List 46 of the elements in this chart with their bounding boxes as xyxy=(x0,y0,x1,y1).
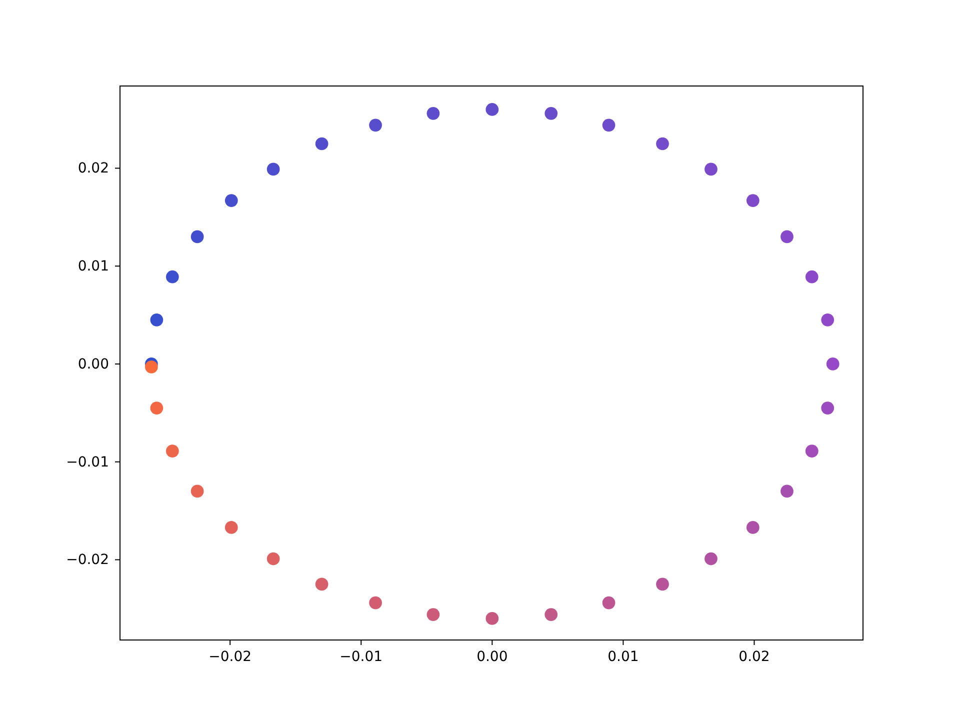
y-tick-label: −0.02 xyxy=(66,552,109,568)
y-tick-label: 0.00 xyxy=(78,356,109,372)
point xyxy=(224,521,238,534)
point xyxy=(656,578,669,591)
point xyxy=(190,484,204,498)
x-tick-label: −0.02 xyxy=(208,648,252,665)
x-tick-label: 0.01 xyxy=(608,648,639,665)
y-tick-label: 0.01 xyxy=(78,258,109,275)
point xyxy=(805,444,818,458)
point xyxy=(369,118,382,132)
point xyxy=(426,106,440,120)
point xyxy=(780,484,794,498)
point xyxy=(266,552,280,566)
point xyxy=(704,552,718,566)
y-tick-label: 0.02 xyxy=(78,160,109,177)
x-tick-label: −0.01 xyxy=(340,648,383,665)
point xyxy=(315,578,328,591)
point xyxy=(602,596,616,610)
point xyxy=(704,162,718,176)
point xyxy=(780,230,794,244)
x-tick-label: 0.00 xyxy=(476,648,508,665)
point xyxy=(826,358,840,370)
point xyxy=(746,194,760,207)
x-tick-label: 0.02 xyxy=(738,648,770,665)
point xyxy=(224,194,238,207)
point xyxy=(315,137,328,150)
point xyxy=(486,103,499,116)
point xyxy=(190,230,204,244)
point xyxy=(145,360,158,374)
point xyxy=(821,402,834,414)
point xyxy=(166,444,179,458)
point xyxy=(266,162,280,176)
point xyxy=(746,521,760,534)
point xyxy=(426,608,440,621)
point xyxy=(805,270,818,284)
point xyxy=(544,106,558,120)
point xyxy=(602,118,616,132)
point xyxy=(656,137,669,150)
y-tick-label: −0.01 xyxy=(66,454,109,470)
point xyxy=(821,314,834,326)
point xyxy=(166,270,179,284)
point xyxy=(150,402,164,414)
point xyxy=(486,612,499,625)
point xyxy=(369,596,382,610)
point xyxy=(544,608,558,621)
point xyxy=(150,314,164,326)
